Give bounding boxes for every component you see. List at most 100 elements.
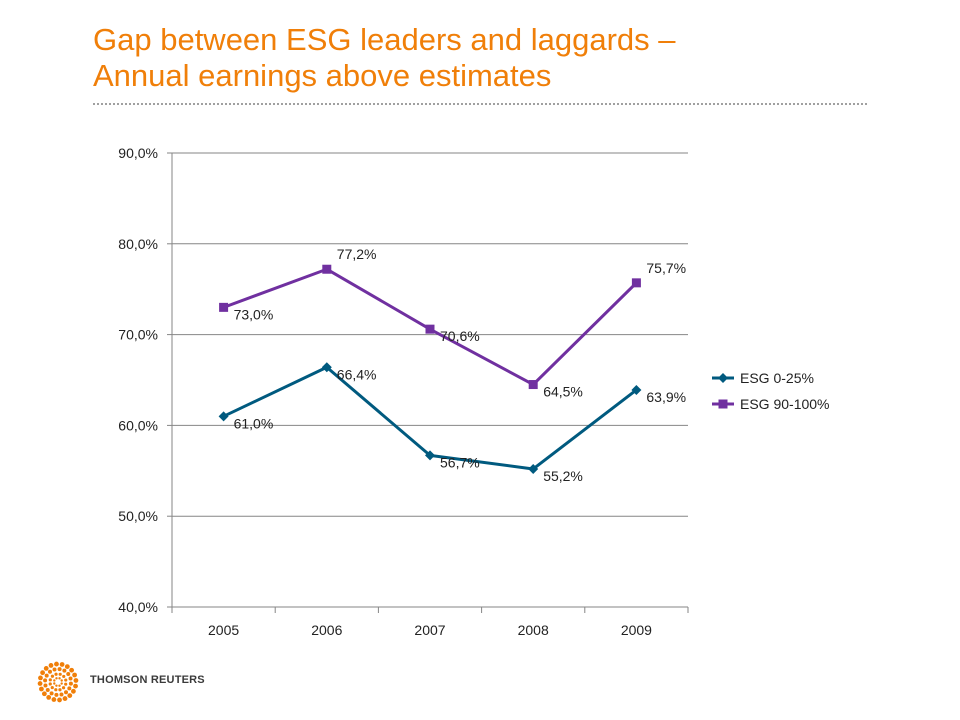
- legend-label: ESG 90-100%: [740, 396, 830, 412]
- logo-dot: [66, 671, 71, 676]
- reuters-dots-icon: [37, 661, 79, 703]
- data-point-square: [322, 264, 332, 274]
- page-title: Gap between ESG leaders and laggards – A…: [93, 22, 893, 94]
- legend-marker-diamond: [718, 373, 728, 383]
- x-tick-label: 2006: [311, 622, 342, 638]
- logo-dot: [64, 664, 70, 669]
- logo-dot: [58, 684, 61, 687]
- logo-dot: [47, 669, 52, 674]
- y-tick-label: 60,0%: [118, 417, 158, 433]
- x-tick-label: 2008: [518, 622, 549, 638]
- title-divider: [93, 103, 867, 105]
- logo-dot: [50, 674, 55, 678]
- data-point-diamond: [631, 384, 642, 395]
- logo-dot: [61, 686, 66, 690]
- data-label: 66,4%: [337, 366, 377, 382]
- logo-text: THOMSON REUTERS: [90, 674, 205, 686]
- logo-dot: [68, 681, 73, 686]
- logo-dot: [44, 673, 49, 678]
- data-label: 55,2%: [543, 468, 583, 484]
- x-tick-label: 2005: [208, 622, 239, 638]
- data-label: 61,0%: [234, 415, 274, 431]
- logo-dot: [53, 679, 56, 682]
- logo-dot: [60, 679, 63, 682]
- logo-dot: [37, 681, 43, 686]
- logo-dot: [52, 667, 57, 672]
- series-esg-0-25: 61,0% 66,4% 56,7% 55,2% 63,9%: [218, 362, 686, 484]
- logo-dot: [54, 672, 58, 676]
- y-tick-label: 90,0%: [118, 145, 158, 161]
- logo-dot: [49, 691, 54, 696]
- logo-dot: [71, 688, 76, 694]
- logo-dot: [68, 676, 73, 681]
- legend: ESG 0-25% ESG 90-100%: [712, 370, 830, 412]
- logo-dot: [64, 690, 69, 695]
- y-tick-label: 70,0%: [118, 327, 158, 343]
- logo-dot: [48, 663, 54, 668]
- logo-dot: [51, 697, 57, 702]
- x-tick-label: 2009: [621, 622, 652, 638]
- logo-dot: [57, 667, 62, 672]
- logo-dot: [58, 672, 62, 676]
- logo-dot: [73, 683, 78, 689]
- y-tick-label: 80,0%: [118, 236, 158, 252]
- logo-dot: [55, 684, 58, 687]
- data-label: 56,7%: [440, 454, 480, 470]
- data-label: 63,9%: [646, 389, 686, 405]
- data-point-diamond: [218, 411, 229, 422]
- x-tick-label: 2007: [414, 622, 445, 638]
- logo-dot: [73, 678, 79, 683]
- logo-dot: [58, 688, 62, 692]
- logo-dot: [45, 688, 50, 693]
- data-label: 75,7%: [646, 260, 686, 276]
- logo-dot: [72, 672, 77, 678]
- title-line-2: Annual earnings above estimates: [93, 58, 552, 93]
- logo-dot: [62, 696, 68, 701]
- logo-dot: [62, 674, 66, 679]
- logo-dot: [55, 677, 58, 680]
- logo-dot: [57, 697, 62, 703]
- logo-dot: [43, 678, 48, 683]
- logo-dot: [67, 686, 72, 691]
- logo-dot: [69, 667, 75, 673]
- logo-dot: [58, 677, 61, 680]
- data-point-diamond: [425, 450, 435, 461]
- legend-marker-square: [718, 399, 728, 409]
- logo-dot: [67, 693, 73, 699]
- logo-dot: [60, 682, 63, 685]
- data-point-square: [425, 324, 435, 334]
- title-line-1: Gap between ESG leaders and laggards –: [93, 22, 676, 57]
- data-point-square: [219, 302, 229, 312]
- logo-dot: [41, 691, 47, 697]
- y-tick-label: 40,0%: [118, 599, 158, 615]
- data-point-diamond: [528, 463, 539, 474]
- data-label: 70,6%: [440, 328, 480, 344]
- logo-dot: [64, 682, 68, 686]
- logo-dot: [43, 683, 48, 688]
- logo-dot: [54, 688, 58, 692]
- data-point-square: [631, 278, 641, 288]
- logo-dot: [59, 662, 65, 667]
- logo-dot: [48, 678, 52, 682]
- logo-dot: [40, 670, 45, 676]
- logo-dot: [43, 665, 49, 671]
- logo-dot: [46, 695, 52, 700]
- logo-dot: [64, 678, 68, 682]
- logo-dot: [38, 675, 43, 681]
- series-esg-90-100: 73,0% 77,2% 70,6% 64,5% 75,7%: [219, 246, 686, 400]
- logo-dot: [54, 661, 59, 667]
- data-label: 77,2%: [337, 246, 377, 262]
- logo-dot: [48, 682, 52, 686]
- data-point-diamond: [321, 362, 332, 373]
- thomson-reuters-logo: THOMSON REUTERS: [36, 660, 236, 704]
- logo-dot: [62, 668, 67, 673]
- data-label: 64,5%: [543, 384, 583, 400]
- logo-dot: [54, 692, 59, 697]
- y-tick-label: 50,0%: [118, 508, 158, 524]
- data-point-square: [528, 380, 538, 390]
- logo-dot: [59, 692, 64, 697]
- logo-dot: [53, 682, 56, 685]
- data-label: 73,0%: [234, 306, 274, 322]
- legend-label: ESG 0-25%: [740, 370, 814, 386]
